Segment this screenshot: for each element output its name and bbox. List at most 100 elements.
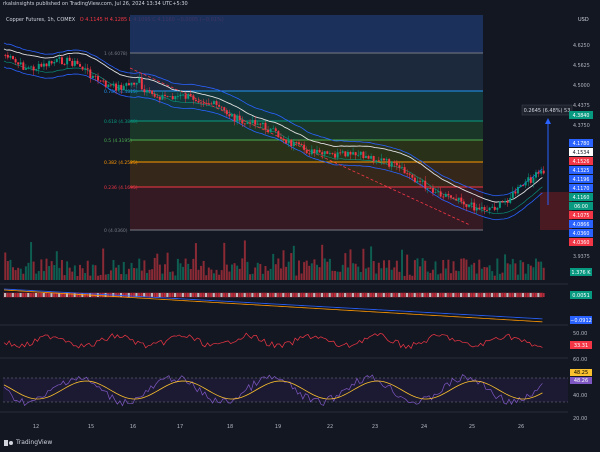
macd-hist-bar [534, 293, 537, 297]
macd-hist-bar [40, 293, 43, 297]
macd-hist-bar [192, 293, 195, 297]
macd-hist-bar [150, 293, 154, 297]
volume-bar [55, 251, 58, 280]
candle-body [97, 76, 100, 81]
macd-hist-bar [475, 293, 478, 297]
candle-body [107, 84, 110, 87]
volume-bar [285, 266, 288, 280]
candle-body [300, 144, 303, 145]
macd-hist-bar [27, 293, 30, 297]
candle-body [174, 96, 177, 100]
candle-body [465, 204, 468, 207]
macd-hist-bar [521, 293, 524, 297]
volume-bar [27, 262, 30, 280]
macd-hist-bar [135, 293, 138, 297]
price-axis[interactable]: 4.6250 4.5625 4.5000 4.4375 4.3750 4.3125 4.25… [573, 43, 590, 260]
macd-hist-bar [29, 293, 32, 297]
volume-bar [292, 245, 295, 280]
volume-bar [287, 261, 290, 280]
candle-body [370, 156, 373, 159]
volume-bar [187, 263, 190, 280]
price-badge-text: 4.0360 [573, 231, 590, 237]
volume-bar [135, 268, 138, 280]
macd-hist-bar [83, 293, 87, 297]
macd-hist-bar [70, 293, 74, 297]
symbol-name[interactable]: Copper Futures, 1h, COMEX [6, 17, 76, 23]
candle-body [473, 202, 476, 211]
candle-body [344, 151, 347, 157]
macd-hist-bar [385, 293, 388, 297]
macd-hist-bar [377, 293, 380, 297]
volume-bar [305, 260, 308, 280]
macd-hist-bar [452, 293, 455, 297]
volume-bar [362, 248, 365, 280]
volume-bar [498, 273, 501, 280]
candle-body [442, 196, 445, 198]
volume-bar [279, 268, 282, 280]
candle-body [313, 149, 316, 153]
volume-bar [532, 267, 535, 280]
candle-body [259, 123, 262, 125]
volume-bar [308, 265, 311, 280]
candle-body [326, 151, 329, 154]
macd-hist-bar [380, 293, 383, 297]
candle-body [63, 64, 66, 65]
macd-hist-bar [539, 293, 543, 297]
macd-hist-bar [34, 293, 38, 297]
volume-bar [35, 273, 38, 280]
macd-hist-bar [421, 293, 424, 297]
macd-hist-bar [496, 293, 499, 297]
price-tick: 3.9375 [573, 254, 590, 260]
macd-hist-bar [284, 293, 287, 297]
macd-hist-bar [408, 293, 411, 297]
volume-bar [45, 258, 48, 280]
candle-body [81, 66, 84, 70]
price-badges: 4.3840 4.1780 4.1534 4.1526 4.1325 4.1196 4.11… [569, 111, 593, 246]
candle-body [362, 151, 365, 159]
volume-bar [480, 268, 483, 280]
candle-body [182, 94, 185, 96]
candle-body [236, 115, 239, 122]
volume-bar [323, 258, 326, 280]
macd-hist-bar [235, 293, 239, 297]
candle-body [334, 153, 337, 158]
macd-hist-bar [104, 293, 107, 297]
macd-hist-bar [137, 293, 141, 297]
price-badge [569, 220, 593, 228]
footer-brand[interactable]: TradingView [4, 439, 52, 446]
macd-hist-bar [68, 293, 71, 297]
price-badge-text: 4.1534 [573, 150, 590, 156]
candle-body [321, 152, 324, 155]
stoch-tick-40: 40.00 [573, 393, 587, 399]
volume-bar [527, 264, 530, 280]
volume-bar [238, 268, 241, 280]
macd-hist-bar [241, 293, 244, 297]
volume-bar [169, 271, 172, 280]
macd-hist-bar [369, 293, 372, 297]
fib-lines: 1 (4.6078) 0.786 (4.4815) 0.618 (4.3840) 0.… [104, 51, 483, 234]
macd-badge: 0.0051 [572, 293, 590, 299]
symbol-legend[interactable]: Copper Futures, 1h, COMEX O 4.1145 H 4.1… [6, 17, 224, 23]
candle-body [462, 201, 465, 205]
volume-bar [19, 268, 22, 280]
macd-hist-bar [230, 293, 233, 297]
macd-hist-bar [328, 293, 331, 297]
candle-body [310, 149, 313, 155]
macd-hist-bar [426, 293, 429, 297]
macd-hist-bar [302, 293, 306, 297]
candle-body [449, 195, 452, 198]
volume-bar [261, 273, 264, 280]
candle-body [48, 61, 51, 67]
macd-hist-bar [374, 293, 378, 297]
candle-body [447, 193, 450, 196]
rsi-badge: 33.31 [574, 343, 588, 349]
candle-body [246, 122, 249, 124]
macd-hist-bar [91, 293, 94, 297]
volume-bar [60, 260, 63, 280]
macd-hist-bar [483, 293, 486, 297]
macd-hist-bar [405, 293, 409, 297]
time-axis[interactable]: 12 15 16 17 18 19 22 23 24 25 26 [33, 424, 524, 430]
macd-hist-bar [429, 293, 432, 297]
price-badge [569, 229, 593, 237]
